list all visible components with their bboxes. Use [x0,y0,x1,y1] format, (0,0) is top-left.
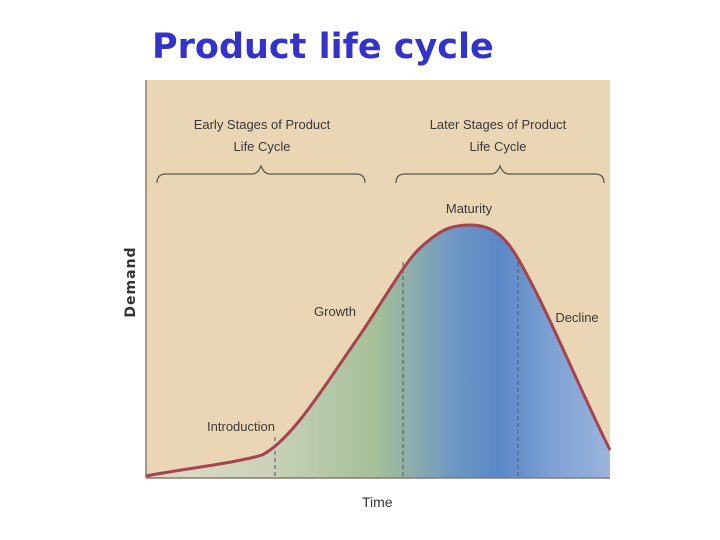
stage-label-growth: Growth [314,304,356,319]
stage-label-decline: Decline [555,310,598,325]
page-title: Product life cycle [152,27,494,67]
stage-label-introduction: Introduction [207,419,275,434]
early-stages-label-line1: Early Stages of Product [194,117,331,132]
later-stages-bracket [395,164,605,184]
demand-curve [145,223,612,478]
demand-area [146,225,610,478]
early-stages-bracket [156,164,366,184]
early-stages-label-line2: Life Cycle [233,139,290,154]
x-axis-label: Time [362,494,393,510]
later-stages-label-line2: Life Cycle [469,139,526,154]
later-stages-label-line1: Later Stages of Product [430,117,567,132]
stage-label-maturity: Maturity [446,201,493,216]
